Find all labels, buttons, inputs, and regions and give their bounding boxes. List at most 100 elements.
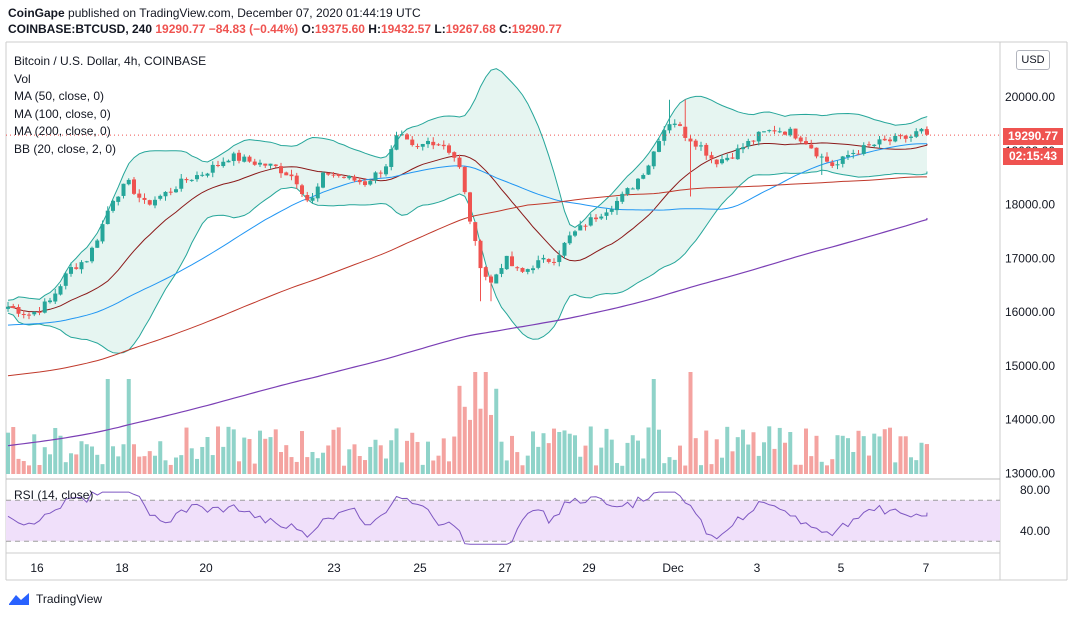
volume-bar (405, 440, 409, 474)
volume-bar (646, 427, 651, 474)
currency-button[interactable]: USD (1016, 50, 1050, 70)
volume-bar (699, 465, 703, 474)
candle-body (588, 217, 593, 226)
volume-bar (746, 444, 751, 474)
volume-bar (242, 437, 247, 474)
volume-bar (237, 461, 241, 474)
volume-bar (16, 458, 21, 474)
volume-bar (6, 432, 10, 474)
low-label: L: (434, 22, 446, 36)
volume-bar (363, 460, 367, 474)
volume-bar (494, 388, 499, 474)
volume-bar (536, 446, 541, 474)
candle-body (37, 311, 42, 313)
candle-body (641, 175, 646, 179)
candle-body (510, 256, 514, 267)
legend-bb: BB (20, close, 2, 0) (14, 141, 117, 156)
tradingview-logo[interactable]: TradingView (8, 592, 102, 606)
candle-body (100, 224, 105, 242)
volume-bar (326, 445, 331, 474)
candle-body (494, 274, 499, 284)
legend-ma100: MA (100, close, 0) (14, 106, 111, 121)
candle-body (541, 257, 546, 260)
volume-bar (336, 427, 341, 474)
volume-bar (777, 427, 782, 474)
volume-bar (69, 453, 73, 474)
time-tick-label: 29 (582, 561, 596, 575)
candle-body (431, 141, 436, 146)
candle-body (599, 216, 604, 219)
candle-body (856, 153, 861, 155)
candle-body (751, 140, 756, 142)
candle-body (914, 131, 919, 137)
price-tick-label: 15000.00 (1005, 359, 1055, 373)
volume-bar (693, 438, 698, 474)
candle-body (877, 139, 882, 145)
candle-body (830, 162, 835, 166)
candle-body (499, 268, 504, 274)
volume-bar (872, 433, 877, 474)
candle-body (667, 124, 672, 131)
candle-body (195, 175, 199, 180)
volume-bar (420, 464, 425, 474)
candle-body (468, 192, 472, 222)
candle-body (872, 144, 877, 146)
volume-bar (882, 429, 887, 474)
candle-body (804, 141, 808, 144)
candle-body (221, 161, 226, 167)
candle-body (205, 173, 210, 176)
volume-bar (756, 455, 761, 474)
volume-bar (594, 465, 598, 474)
candle-body (704, 144, 709, 156)
candle-body (483, 267, 488, 277)
candle-body (315, 186, 320, 199)
volume-bar (772, 448, 777, 474)
candle-body (688, 138, 693, 142)
volume-bar (373, 439, 378, 474)
volume-bar (310, 451, 315, 474)
close-value: 19290.77 (511, 22, 562, 36)
ohlc-line: COINBASE:BTCUSD, 240 19290.77 −84.83 (−0… (8, 22, 562, 36)
candle-body (515, 267, 520, 269)
volume-bar (835, 435, 840, 474)
volume-bar (441, 438, 446, 474)
volume-bar (352, 444, 357, 474)
volume-bar (132, 444, 136, 474)
candle-body (756, 131, 761, 142)
candle-body (174, 189, 178, 193)
open-value: 19375.60 (314, 22, 365, 36)
volume-bar (793, 464, 798, 474)
candle-body (216, 165, 220, 167)
volume-bar (289, 457, 294, 474)
volume-bar (804, 428, 808, 474)
volume-bar (410, 432, 415, 474)
close-label: C: (499, 22, 512, 36)
candle-body (231, 153, 236, 162)
candle-body (158, 195, 163, 199)
candle-body (268, 163, 273, 166)
volume-bar (126, 379, 131, 474)
volume-bar (184, 427, 189, 474)
volume-bar (704, 430, 709, 474)
time-tick-label: 20 (199, 561, 213, 575)
candle-body (709, 155, 714, 159)
candle-body (294, 175, 299, 185)
candle-body (79, 262, 84, 270)
candle-body (147, 200, 152, 205)
time-tick-label: 5 (838, 561, 845, 575)
candle-body (552, 261, 556, 263)
volume-bar (730, 451, 735, 474)
volume-bar (378, 445, 383, 474)
volume-bar (300, 431, 304, 474)
volume-bar (483, 372, 488, 474)
volume-bar (53, 427, 58, 474)
volume-bar (158, 441, 163, 474)
candle-body (27, 314, 31, 316)
volume-bar (431, 460, 436, 474)
candle-body (714, 159, 719, 165)
rsi-tick-label: 80.00 (1020, 483, 1050, 497)
volume-bar (588, 426, 593, 474)
volume-bar (462, 406, 467, 474)
candle-body (893, 135, 898, 142)
